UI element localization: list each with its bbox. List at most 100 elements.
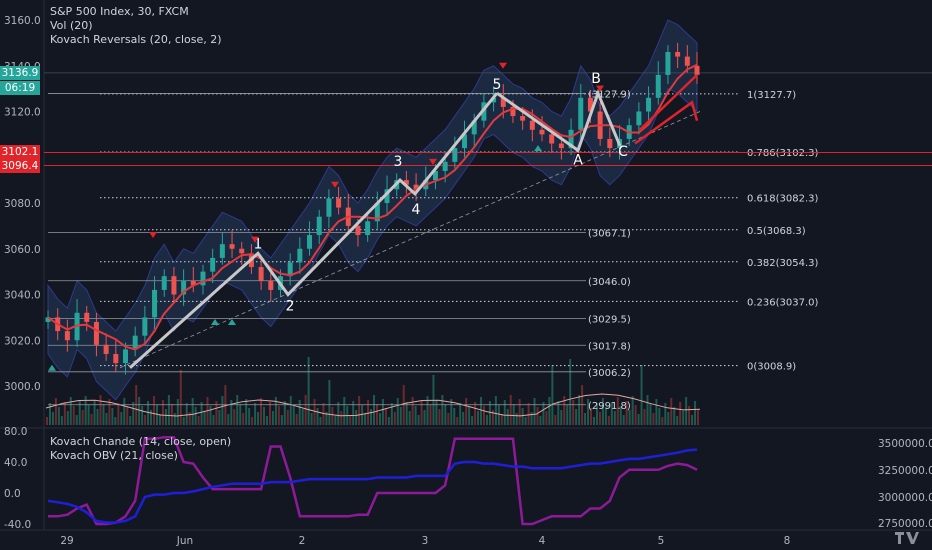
volume-bar <box>459 403 462 425</box>
wave-label: 1 <box>254 236 263 252</box>
kovach-obv-line <box>47 448 698 524</box>
volume-bar <box>375 404 378 425</box>
volume-bar <box>414 406 417 425</box>
volume-bar <box>126 407 129 425</box>
volume-bar <box>263 407 266 425</box>
volume-bar <box>643 409 646 425</box>
volume-bar <box>111 408 114 425</box>
volume-bar <box>575 409 578 425</box>
volume-bar <box>331 407 334 425</box>
volume-bar <box>66 411 69 425</box>
volume-bar <box>46 417 48 425</box>
volume-bar <box>545 411 548 425</box>
candle-body <box>568 129 574 149</box>
volume-bar <box>598 412 601 425</box>
volume-bar <box>271 411 274 425</box>
candle-body <box>132 335 138 350</box>
volume-bar <box>587 399 590 425</box>
volume-bar <box>138 397 141 425</box>
volume-bar <box>265 416 268 425</box>
candle-body <box>190 280 196 286</box>
volume-bar <box>102 404 105 425</box>
volume-bar <box>343 397 346 425</box>
volume-bar <box>423 410 426 425</box>
volume-bar <box>313 399 316 425</box>
lower-legend: Kovach Chande (14, close, open) Kovach O… <box>50 435 231 463</box>
volume-bar <box>673 407 676 425</box>
y-tick-label: 3120.0 <box>4 107 41 119</box>
volume-bar <box>465 398 468 425</box>
volume-bar <box>515 413 518 425</box>
x-tick-label: 3 <box>422 535 429 547</box>
reversal-down-marker <box>149 232 157 239</box>
lower-right-tick: 3000000.0 <box>878 492 932 504</box>
volume-bar <box>613 411 616 425</box>
legend: S&P 500 Index, 30, FXCM Vol (20) Kovach … <box>50 5 222 47</box>
volume-bar <box>334 416 337 425</box>
volume-bar <box>640 365 643 425</box>
volume-bar <box>658 408 661 425</box>
volume-bar <box>616 397 619 425</box>
volume-bar <box>63 402 66 425</box>
red-price-tag-1: 3102.1 <box>0 145 40 159</box>
volume-bar <box>57 407 60 425</box>
x-tick-label: 2 <box>299 535 306 547</box>
lower-right-tick: 3250000.0 <box>878 465 932 477</box>
volume-bar <box>542 402 545 425</box>
volume-bar <box>358 396 361 425</box>
candle-body <box>210 257 216 272</box>
volume-bar <box>474 402 477 425</box>
volume-bar <box>450 399 453 425</box>
volume-bar <box>132 402 135 425</box>
volume-bar <box>592 417 595 425</box>
volume-bar <box>506 409 509 425</box>
volume-bar <box>405 402 408 425</box>
candle-body <box>452 148 458 162</box>
moving-average-line <box>47 63 698 351</box>
volume-bar <box>527 403 530 425</box>
volume-bar <box>209 406 212 425</box>
candle-body <box>539 129 545 135</box>
volume-bar <box>352 401 355 425</box>
volume-bar <box>188 412 191 425</box>
volume-bar <box>619 406 622 425</box>
volume-bar <box>260 398 263 425</box>
x-tick-label: Jun <box>176 535 193 547</box>
volume-bar <box>563 396 566 425</box>
candle-body <box>103 344 109 354</box>
impulse-wave-line <box>129 92 499 369</box>
volume-bar <box>286 410 289 425</box>
candle-body <box>171 276 177 295</box>
wave-label: B <box>591 71 601 87</box>
volume-bar <box>604 407 607 425</box>
volume-bar <box>497 405 500 425</box>
volume-bar <box>584 413 587 425</box>
wave-label: A <box>573 152 583 168</box>
support-level-label: (3006.2) <box>588 368 631 379</box>
x-tick-label: 4 <box>539 535 546 547</box>
volume-bar <box>84 396 87 425</box>
volume-bar <box>96 409 99 425</box>
volume-bar <box>590 408 593 425</box>
candle-body <box>161 276 167 290</box>
volume-bar <box>242 413 245 425</box>
volume-bar <box>426 396 429 425</box>
volume-bar <box>60 416 63 425</box>
candle-body <box>384 189 390 203</box>
lower-left-tick: 80.0 <box>4 426 27 438</box>
candle-body <box>665 52 671 75</box>
lower-right-tick: 3500000.0 <box>878 438 932 450</box>
volume-bar <box>289 396 292 425</box>
volume-bar <box>691 415 694 425</box>
volume-bar <box>390 403 393 425</box>
volume-bar <box>349 415 352 425</box>
volume-bar <box>634 405 637 425</box>
volume-bar <box>396 398 399 425</box>
volume-bar <box>170 404 173 425</box>
volume-bar <box>370 409 373 425</box>
volume-bar <box>557 401 560 425</box>
volume-bar <box>257 412 260 425</box>
candle-body <box>297 248 303 263</box>
volume-bar <box>655 399 658 425</box>
